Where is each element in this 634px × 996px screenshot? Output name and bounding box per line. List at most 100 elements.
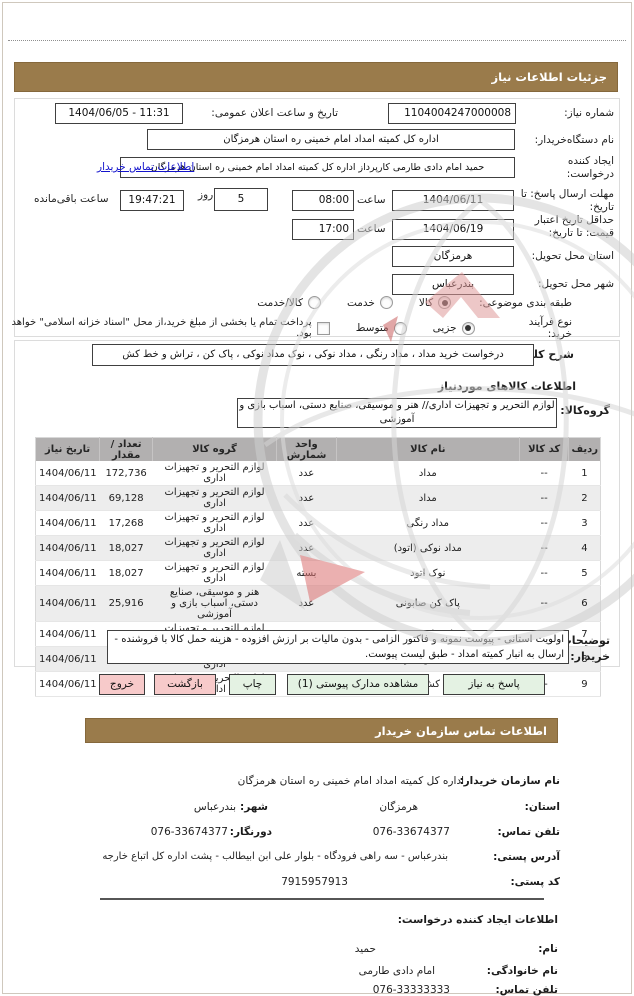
table-cell: 4 xyxy=(568,535,601,561)
validity-date-field[interactable]: 1404/06/19 xyxy=(392,219,514,240)
goods-group-label: گروه‌کالا: xyxy=(560,404,610,417)
deadline-date-field[interactable]: 1404/06/11 xyxy=(392,190,514,211)
view-attachments-button[interactable]: مشاهده مدارک پیوستی (1) xyxy=(287,674,429,695)
process-option-minor[interactable]: جزیی xyxy=(432,321,475,335)
contact-section-bar: اطلاعات تماس سازمان خریدار xyxy=(85,718,558,743)
category-option-goods[interactable]: کالا xyxy=(418,296,452,309)
buyer-remarks-field[interactable]: اولویت استانی - پیوست نمونه و فاکتور الز… xyxy=(107,630,569,664)
delivery-city-field[interactable]: بندرعباس xyxy=(392,274,514,295)
response-days-field[interactable]: 5 xyxy=(214,188,268,211)
respond-button[interactable]: پاسخ به نیاز xyxy=(443,674,545,695)
category-option-goods-service[interactable]: کالا/خدمت xyxy=(257,296,321,309)
checkbox-icon[interactable] xyxy=(316,321,330,335)
table-cell: لوازم التحریر و تجهیزات اداری xyxy=(152,560,277,586)
purchase-process-label: نوع فرآیند خرید: xyxy=(528,316,572,340)
table-cell: عدد xyxy=(276,535,337,561)
category-option-label: کالا/خدمت xyxy=(257,296,303,309)
table-cell: لوازم التحریر و تجهیزات اداری xyxy=(152,461,277,486)
process-option-label: متوسط xyxy=(355,322,389,334)
table-cell: -- xyxy=(519,535,569,561)
table-cell: لوازم التحریر و تجهیزات اداری xyxy=(152,535,277,561)
delivery-province-label: استان محل تحویل: xyxy=(531,250,614,262)
contact-city-label: شهر: xyxy=(240,801,268,813)
creator-last-name-label: نام خانوادگی: xyxy=(486,965,558,977)
radio-icon[interactable] xyxy=(379,296,393,309)
table-row: 3 -- مداد رنگی عدد لوازم التحریر و تجهیزات ا… xyxy=(35,510,601,536)
need-number-field[interactable]: 1104004247000008 xyxy=(388,103,516,124)
table-cell: -- xyxy=(519,485,569,511)
contact-postal-label: کد پستی: xyxy=(510,876,560,888)
table-cell: 5 xyxy=(568,560,601,586)
announce-datetime-field[interactable]: 1404/06/05 - 11:31 xyxy=(55,103,183,124)
contact-address-label: آدرس پستی: xyxy=(493,851,560,863)
col-item-name: نام کالا xyxy=(335,437,520,461)
table-cell: 69,128 xyxy=(99,485,153,511)
back-button[interactable]: بازگشت xyxy=(154,674,216,695)
contact-city-value: بندرعباس xyxy=(193,801,236,813)
contact-section-title: اطلاعات تماس سازمان خریدار xyxy=(375,724,547,738)
table-cell: 1404/06/11 xyxy=(35,621,100,647)
goods-table-header: ردیف کد کالا نام کالا واحد شمارش گروه کا… xyxy=(35,437,601,461)
table-cell: 18,027 xyxy=(99,560,153,586)
creator-field[interactable]: حمید امام دادی طارمی کارپرداز اداره کل ک… xyxy=(120,157,515,178)
contact-address-value: بندرعباس - سه راهی فرودگاه - بلوار علی ا… xyxy=(102,851,448,862)
contact-postal-value: 7915957913 xyxy=(281,876,348,888)
contact-province-value: هرمزگان xyxy=(379,801,418,813)
creator-phone-label: تلفن تماس: xyxy=(495,984,558,996)
process-option-label: جزیی xyxy=(432,322,457,334)
table-cell: 1404/06/11 xyxy=(35,646,100,672)
price-validity-label: حداقل تاریخ اعتبار قیمت: تا تاریخ: xyxy=(534,214,614,239)
remaining-time-label: ساعت باقی‌مانده xyxy=(34,193,109,205)
table-cell: -- xyxy=(519,585,569,622)
col-group: گروه کالا xyxy=(152,437,277,461)
table-cell: عدد xyxy=(276,485,337,511)
table-cell: عدد xyxy=(276,585,337,622)
table-cell: عدد xyxy=(276,461,337,486)
col-quantity: تعداد / مقدار xyxy=(99,437,153,461)
buyer-contact-link[interactable]: اطلاعات تماس خریدار xyxy=(97,161,195,173)
table-cell: 18,027 xyxy=(99,535,153,561)
table-cell: 172,736 xyxy=(99,461,153,486)
deadline-hour-label: ساعت xyxy=(357,194,386,206)
table-cell: 6 xyxy=(568,585,601,622)
radio-selected-icon[interactable] xyxy=(438,296,452,309)
contact-fax-value: 076-33674377 xyxy=(150,826,228,838)
table-cell: پاک کن صابونی xyxy=(336,585,520,622)
deadline-time-field[interactable]: 08:00 xyxy=(292,190,354,211)
creator-first-name-label: نام: xyxy=(538,943,558,955)
need-number-label: شماره نیاز: xyxy=(564,107,614,119)
table-cell: 1404/06/11 xyxy=(35,461,100,486)
buyer-org-field[interactable]: اداره کل کمیته امداد امام خمینی ره استان… xyxy=(147,129,515,150)
table-cell: مداد رنگی xyxy=(336,510,520,536)
announce-datetime-label: تاریخ و ساعت اعلان عمومی: xyxy=(211,107,338,119)
category-option-service[interactable]: خدمت xyxy=(347,296,393,309)
table-row: 4 -- مداد نوکی (اتود) عدد لوازم التحریر و تج… xyxy=(35,535,601,561)
table-row: 2 -- مداد عدد لوازم التحریر و تجهیزات اداری 6… xyxy=(35,485,601,511)
radio-icon[interactable] xyxy=(307,296,321,309)
need-description-field[interactable]: درخواست خرید مداد ، مداد رنگی ، مداد نوک… xyxy=(92,344,534,366)
exit-button[interactable]: خروج xyxy=(99,674,145,695)
remaining-time-field[interactable]: 19:47:21 xyxy=(120,190,184,211)
creator-last-name-value: امام دادی طارمی xyxy=(358,965,435,977)
treasury-payment-option[interactable]: پرداخت تمام یا بخشی از مبلغ خرید،از محل … xyxy=(0,317,330,339)
col-item-code: کد کالا xyxy=(518,437,569,461)
radio-icon[interactable] xyxy=(393,321,407,335)
table-cell: لوازم التحریر و تجهیزات اداری xyxy=(152,510,277,536)
col-need-date: تاریخ نیاز xyxy=(35,437,100,461)
table-cell: 1 xyxy=(568,461,601,486)
table-cell: 1404/06/11 xyxy=(35,510,100,536)
deadline-label: مهلت ارسال پاسخ: تا تاریخ: xyxy=(520,188,614,213)
contact-org-value: اداره کل کمیته امداد امام خمینی ره استان… xyxy=(237,775,464,787)
process-option-medium[interactable]: متوسط xyxy=(355,321,407,335)
subject-category-label: طبقه بندی موضوعی: xyxy=(479,296,572,309)
table-cell: 9 xyxy=(568,671,601,697)
print-button[interactable]: چاپ xyxy=(229,674,276,695)
col-row-number: ردیف xyxy=(568,437,601,461)
category-option-label: کالا xyxy=(418,296,434,309)
creator-first-name-value: حمید xyxy=(354,943,376,955)
delivery-province-field[interactable]: هرمزگان xyxy=(392,246,514,267)
radio-selected-icon[interactable] xyxy=(461,321,475,335)
subject-category-row: طبقه بندی موضوعی: کالا خدمت کالا/خدمت xyxy=(257,296,572,309)
goods-group-field[interactable]: لوازم التحریر و تجهیزات اداری// هنر و مو… xyxy=(237,398,557,428)
validity-time-field[interactable]: 17:00 xyxy=(292,219,354,240)
